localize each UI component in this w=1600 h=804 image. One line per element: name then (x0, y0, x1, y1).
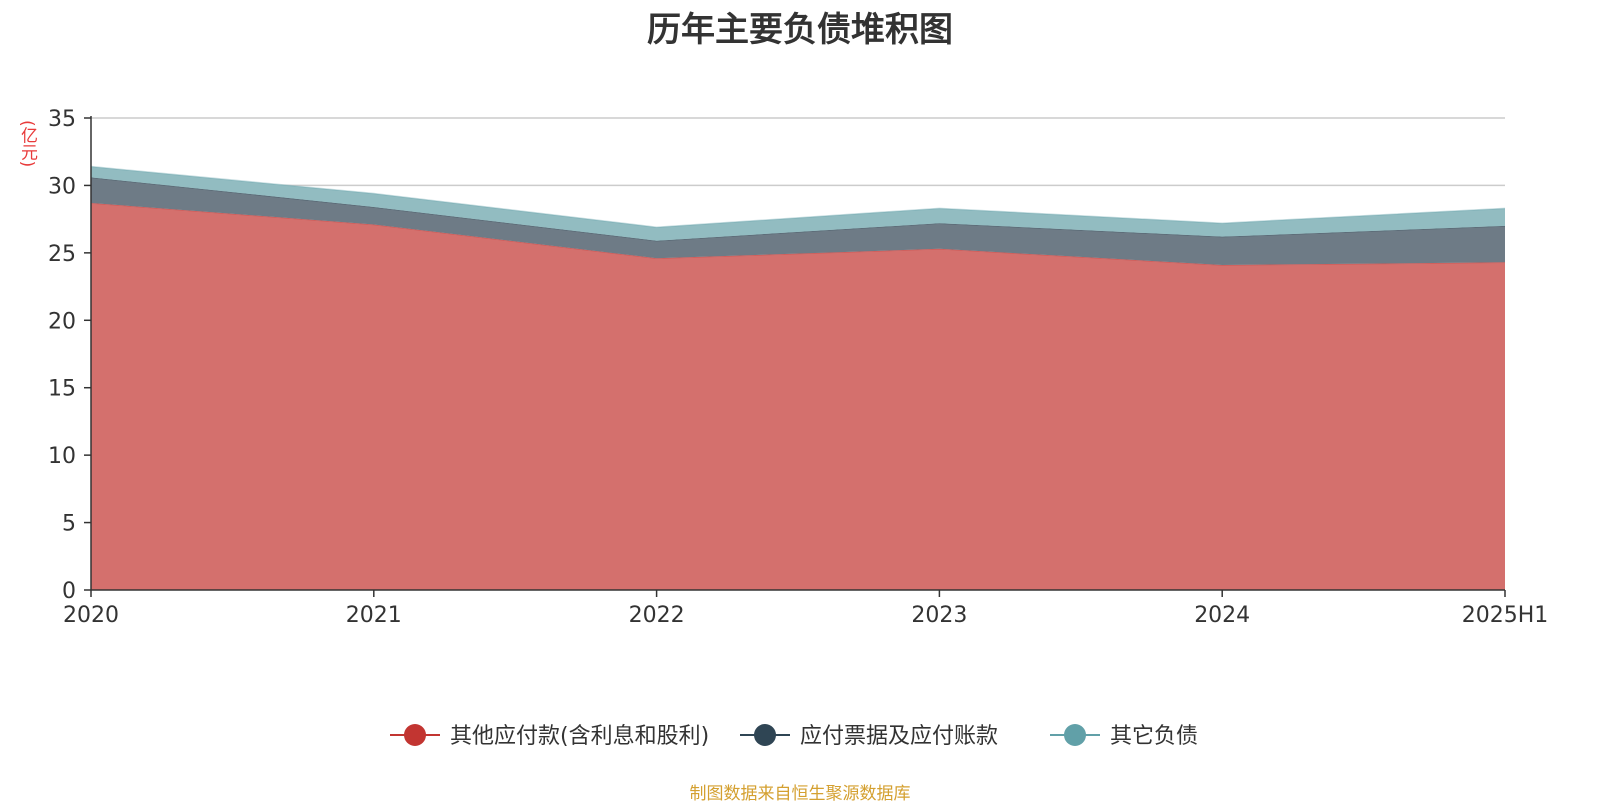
area-series-3 (91, 166, 1505, 241)
legend-marker (404, 724, 426, 746)
legend-label: 应付票据及应付账款 (800, 724, 998, 749)
legend-marker (1064, 724, 1086, 746)
x-tick-label: 2024 (1194, 603, 1250, 628)
y-tick-label: 10 (48, 444, 76, 469)
area-series-2 (91, 177, 1505, 265)
legend[interactable]: 其他应付款(含利息和股利) 应付票据及应付账款 其它负债 (390, 724, 1198, 749)
y-tick-label: 0 (62, 579, 76, 604)
y-tick-label: 5 (62, 512, 76, 537)
legend-item-1[interactable]: 其他应付款(含利息和股利) (390, 724, 709, 749)
area-series-1 (91, 202, 1505, 590)
x-tick-label: 2021 (346, 603, 402, 628)
y-tick-label: 35 (48, 107, 76, 132)
y-tick-label: 25 (48, 242, 76, 267)
legend-item-3[interactable]: 其它负债 (1050, 724, 1198, 749)
legend-label: 其他应付款(含利息和股利) (450, 724, 709, 749)
legend-label: 其它负债 (1110, 724, 1198, 749)
chart-title: 历年主要负债堆积图 (647, 10, 953, 50)
y-axis-unit: (亿元) (17, 120, 37, 168)
y-tick-label: 20 (48, 309, 76, 334)
y-tick-label: 30 (48, 174, 76, 199)
x-tick-label: 2023 (911, 603, 967, 628)
x-tick-label: 2025H1 (1462, 603, 1549, 628)
data-source-note: 制图数据来自恒生聚源数据库 (689, 784, 911, 804)
y-tick-label: 15 (48, 377, 76, 402)
legend-item-2[interactable]: 应付票据及应付账款 (740, 724, 998, 749)
axes: 0 5 10 15 20 25 30 35 2020 2021 2022 2023 2024 2025H1 (48, 107, 1548, 628)
series-line-3 (90, 165, 1506, 228)
area-series (90, 165, 1506, 590)
x-tick-label: 2022 (629, 603, 685, 628)
x-tick-label: 2020 (63, 603, 119, 628)
legend-marker (754, 724, 776, 746)
